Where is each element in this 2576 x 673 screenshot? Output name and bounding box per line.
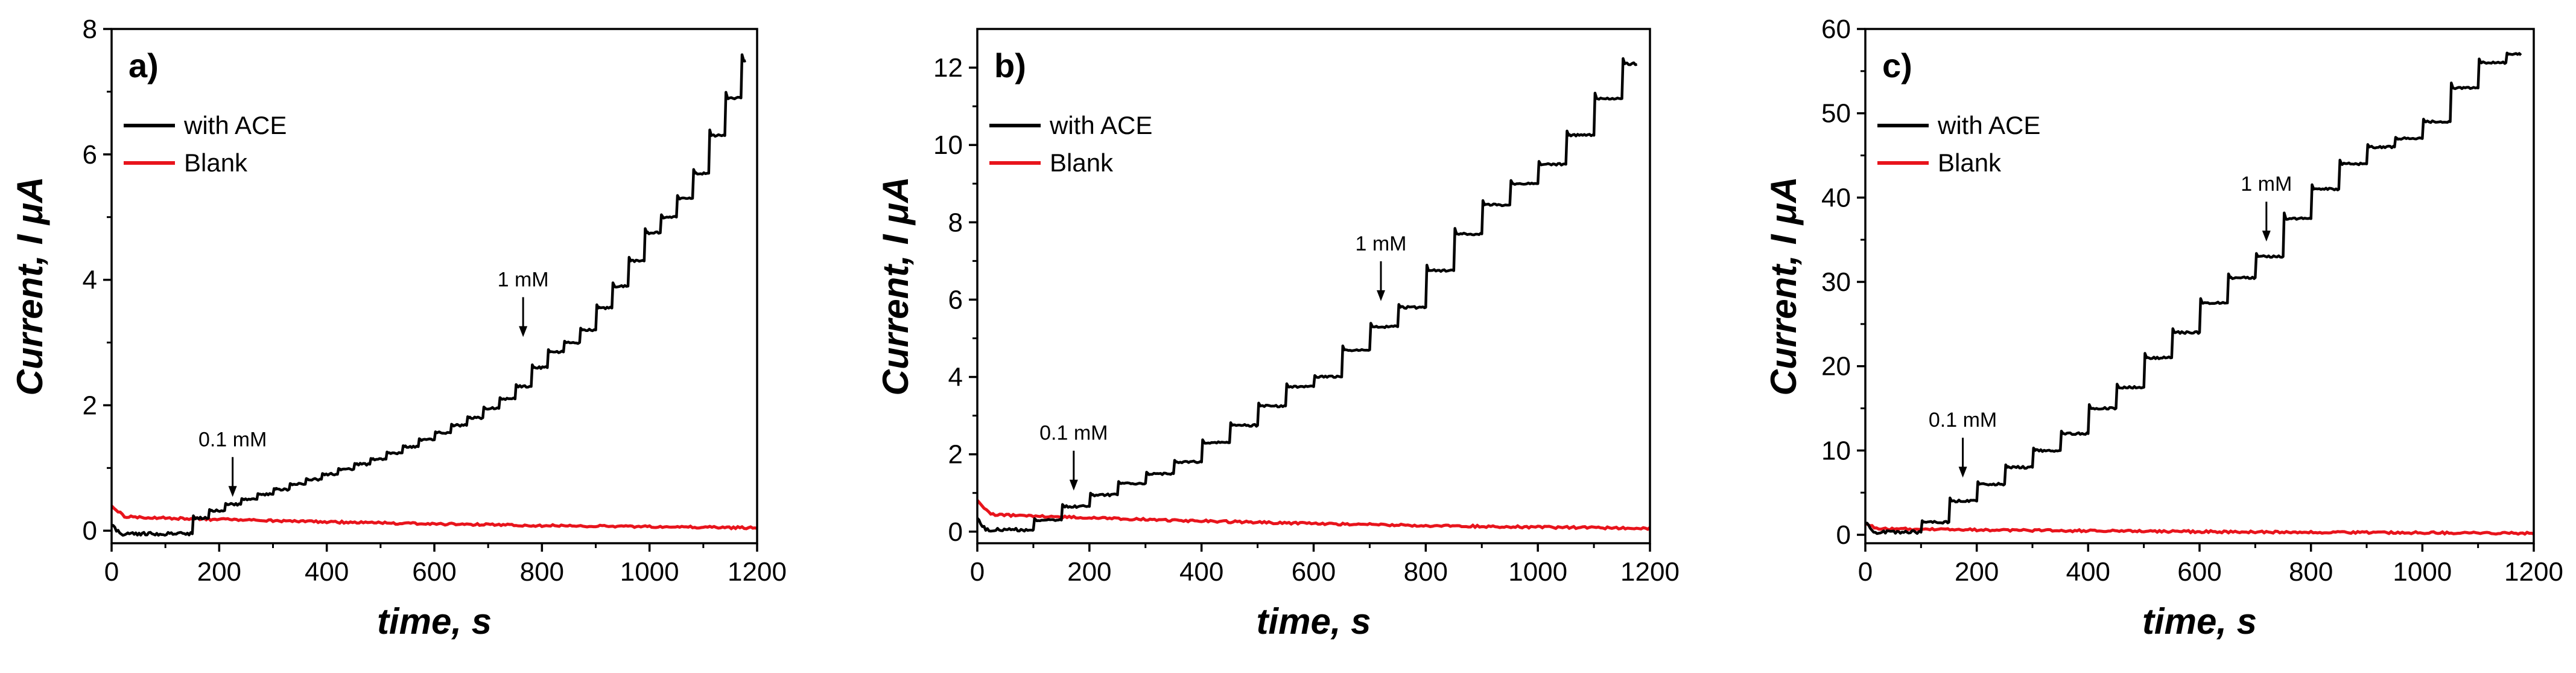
y-tick-label: 60 <box>1821 14 1851 44</box>
x-tick-label: 800 <box>1404 557 1448 587</box>
x-tick-label: 600 <box>1292 557 1336 587</box>
blank-series-line <box>112 505 757 531</box>
y-tick-label: 8 <box>948 208 963 237</box>
x-tick-label: 400 <box>2066 557 2110 587</box>
concentration-annotation: 0.1 mM <box>1929 409 1997 432</box>
y-tick-label: 40 <box>1821 183 1851 212</box>
y-tick-label: 0 <box>1836 520 1851 550</box>
panel-label: a) <box>128 46 159 85</box>
with-ace-series-line <box>977 57 1637 533</box>
x-tick-label: 800 <box>2289 557 2333 587</box>
chart-panel-1: 0 200 400 600 800 1000 1200 0 2 4 6 8 time, s Current… <box>10 14 787 642</box>
legend-label: Blank <box>1050 148 1114 177</box>
blank-series-line <box>1865 522 2534 536</box>
x-axis-title: time, s <box>1256 601 1371 642</box>
panel-label: c) <box>1882 46 1912 85</box>
x-tick-label: 200 <box>1067 557 1111 587</box>
legend-label: with ACE <box>183 111 287 139</box>
annotation-arrow-head <box>1069 479 1078 491</box>
with-ace-series-line <box>1865 51 2522 535</box>
x-tick-label: 1200 <box>728 557 787 587</box>
y-tick-label: 10 <box>1821 436 1851 465</box>
annotation-arrow-head <box>1377 290 1385 301</box>
x-tick-label: 800 <box>520 557 564 587</box>
y-tick-label: 6 <box>83 140 97 170</box>
x-tick-label: 600 <box>412 557 456 587</box>
y-axis-title: Current, I μA <box>1763 177 1804 396</box>
x-tick-label: 1200 <box>1620 557 1680 587</box>
x-axis-title: time, s <box>377 601 492 642</box>
y-tick-label: 2 <box>948 440 963 470</box>
x-tick-label: 1200 <box>2504 557 2563 587</box>
plot-frame <box>976 28 1651 544</box>
y-tick-label: 4 <box>948 363 963 392</box>
blank-series-line <box>977 499 1650 531</box>
x-tick-label: 200 <box>197 557 241 587</box>
concentration-annotation: 1 mM <box>1356 232 1407 255</box>
annotation-arrow-head <box>228 486 237 497</box>
x-tick-label: 0 <box>1858 557 1873 587</box>
x-tick-label: 600 <box>2177 557 2221 587</box>
with-ace-series-line <box>112 53 746 537</box>
x-tick-label: 0 <box>970 557 985 587</box>
concentration-annotation: 0.1 mM <box>198 428 267 451</box>
plot-frame <box>1864 28 2535 544</box>
y-tick-label: 2 <box>83 391 97 420</box>
y-tick-label: 30 <box>1821 267 1851 297</box>
chart-panel-3: 0 200 400 600 800 1000 1200 0 10 20 30 40 50 60 time, … <box>1763 14 2563 642</box>
annotation-arrow-head <box>1958 467 1967 478</box>
chart-panel-2: 0 200 400 600 800 1000 1200 0 2 4 6 8 10 12 time, s Cur… <box>875 28 1680 642</box>
y-tick-label: 50 <box>1821 99 1851 129</box>
x-tick-label: 0 <box>104 557 119 587</box>
x-tick-label: 200 <box>1955 557 1999 587</box>
y-tick-label: 0 <box>83 516 97 546</box>
x-tick-label: 1000 <box>2393 557 2452 587</box>
concentration-annotation: 1 mM <box>498 268 549 291</box>
y-tick-label: 0 <box>948 517 963 547</box>
y-axis-title: Current, I μA <box>10 177 50 396</box>
x-tick-label: 400 <box>1179 557 1223 587</box>
x-axis-title: time, s <box>2142 601 2257 642</box>
annotation-arrow-head <box>519 326 528 337</box>
concentration-annotation: 1 mM <box>2241 173 2292 196</box>
y-tick-label: 4 <box>83 266 97 295</box>
legend-label: with ACE <box>1049 111 1152 139</box>
x-tick-label: 1000 <box>1508 557 1567 587</box>
y-tick-label: 12 <box>933 53 963 83</box>
plot-frame <box>110 28 758 544</box>
y-tick-label: 20 <box>1821 352 1851 381</box>
y-tick-label: 10 <box>933 130 963 160</box>
y-tick-label: 8 <box>83 14 97 44</box>
legend-label: with ACE <box>1937 111 2040 139</box>
panel-label: b) <box>994 46 1026 85</box>
annotation-arrow-head <box>2262 231 2271 242</box>
concentration-annotation: 0.1 mM <box>1039 422 1108 445</box>
y-axis-title: Current, I μA <box>875 177 916 396</box>
x-tick-label: 400 <box>305 557 349 587</box>
y-tick-label: 6 <box>948 285 963 314</box>
x-tick-label: 1000 <box>620 557 679 587</box>
legend-label: Blank <box>1938 148 2002 177</box>
legend-label: Blank <box>184 148 248 177</box>
